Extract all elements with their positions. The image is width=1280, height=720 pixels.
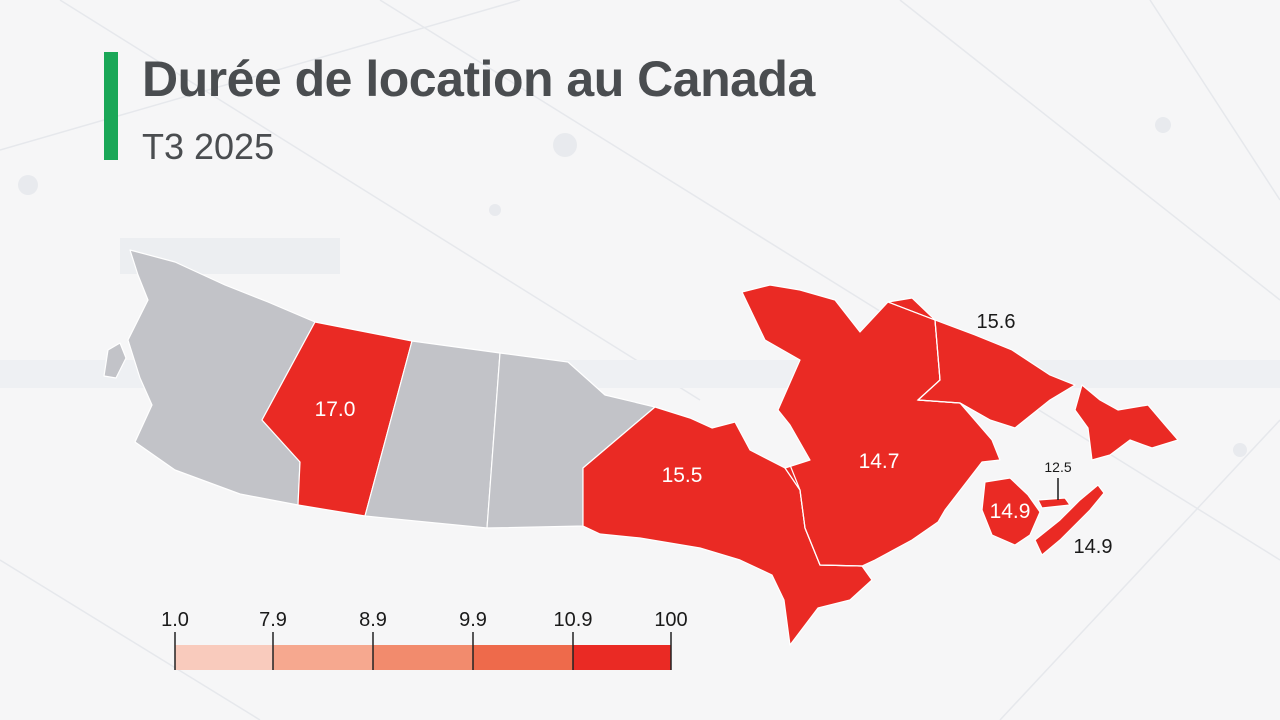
page-subtitle: T3 2025 (142, 126, 275, 167)
label-nb: 14.9 (990, 500, 1031, 523)
title-accent-bar (104, 52, 118, 160)
label-pe: 12.5 (1044, 459, 1071, 475)
legend-label-5: 10.9 (554, 609, 593, 631)
region-bc (127, 249, 316, 506)
label-qc: 14.7 (859, 450, 900, 473)
label-ab: 17.0 (315, 398, 356, 421)
region-pe (1037, 497, 1071, 509)
legend-step-2 (273, 645, 373, 670)
label-ns: 14.9 (1074, 536, 1113, 558)
label-on: 15.5 (662, 464, 703, 487)
legend: 1.0 7.9 8.9 9.9 10.9 100 (161, 609, 688, 670)
legend-step-1 (175, 645, 273, 670)
region-nb (981, 477, 1041, 546)
label-nl: 15.6 (977, 311, 1016, 333)
legend-step-4 (473, 645, 573, 670)
legend-step-3 (373, 645, 473, 670)
region-nl-island (1074, 384, 1179, 461)
legend-label-1: 1.0 (161, 609, 189, 631)
region-qc (741, 284, 1001, 567)
border-on-qc (789, 464, 863, 567)
legend-label-4: 9.9 (459, 609, 487, 631)
legend-step-5 (573, 645, 671, 670)
page-title: Durée de location au Canada (142, 51, 815, 107)
region-on (582, 406, 873, 646)
region-bc-island (103, 342, 127, 379)
region-ns (1034, 484, 1105, 556)
legend-label-3: 8.9 (359, 609, 387, 631)
border-qc-nl (887, 301, 991, 421)
legend-label-2: 7.9 (259, 609, 287, 631)
legend-label-6: 100 (654, 609, 687, 631)
